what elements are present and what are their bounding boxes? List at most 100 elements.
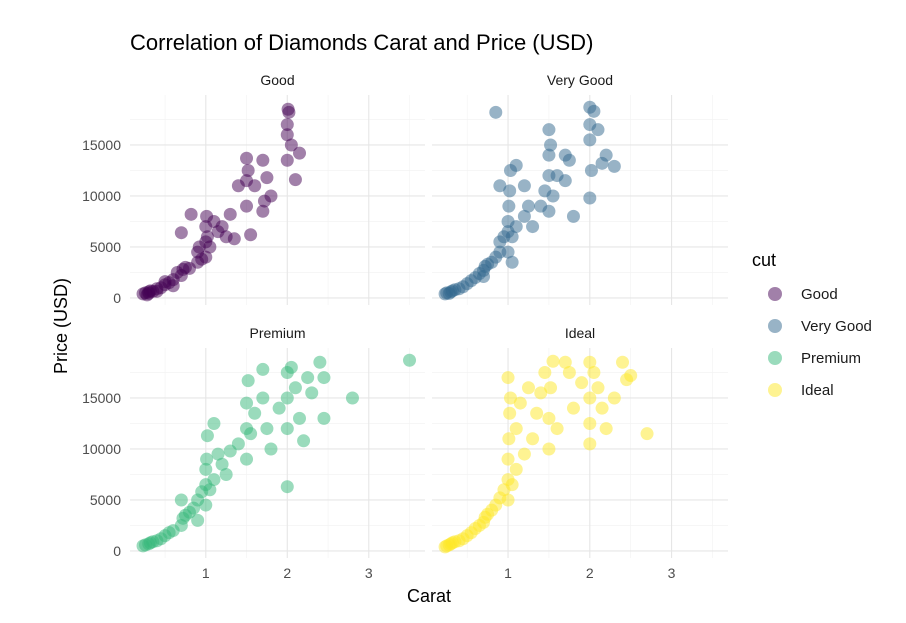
data-point [521, 199, 535, 213]
data-point [562, 153, 576, 167]
data-point [293, 411, 307, 425]
data-point [624, 369, 638, 383]
data-point [191, 513, 205, 527]
data-point [558, 174, 572, 188]
data-point [542, 148, 556, 162]
data-point [282, 105, 296, 119]
data-point [313, 355, 327, 369]
data-point [248, 406, 262, 420]
data-point [260, 422, 274, 436]
data-point [505, 230, 519, 244]
data-point [538, 365, 552, 379]
data-point [207, 473, 221, 487]
data-point [530, 406, 544, 420]
data-point [200, 230, 214, 244]
data-point [513, 396, 527, 410]
data-point [607, 159, 621, 173]
data-point [472, 518, 486, 532]
data-point [280, 480, 294, 494]
data-point [207, 416, 221, 430]
y-axis-title: Price (USD) [51, 278, 71, 374]
data-point [575, 376, 589, 390]
data-point [502, 432, 516, 446]
data-point [526, 220, 540, 234]
data-point [544, 138, 558, 152]
data-point [280, 391, 294, 405]
data-point [591, 123, 605, 137]
data-point [584, 163, 598, 177]
data-point [244, 427, 258, 441]
legend-key [768, 351, 782, 365]
data-point [293, 146, 307, 160]
data-point [174, 226, 188, 240]
data-point [240, 396, 254, 410]
data-point [502, 199, 516, 213]
y-tick-label: 5000 [90, 239, 121, 255]
data-point [305, 386, 319, 400]
data-point [284, 360, 298, 374]
data-point [227, 232, 241, 246]
data-point [607, 391, 621, 405]
data-point [403, 353, 417, 367]
data-point [241, 163, 255, 177]
facet-strip-label: Very Good [547, 72, 613, 88]
data-point [583, 133, 597, 147]
data-point [517, 179, 531, 193]
data-point [150, 284, 164, 298]
data-point [489, 105, 503, 119]
data-point [562, 365, 576, 379]
data-point [509, 220, 523, 234]
data-point [542, 442, 556, 456]
data-point [587, 104, 601, 118]
data-point [280, 153, 294, 167]
data-point [517, 209, 531, 223]
data-point [244, 228, 258, 242]
data-point [503, 406, 517, 420]
x-tick-label: 2 [283, 565, 291, 581]
data-point [501, 371, 515, 385]
data-point [616, 355, 630, 369]
data-point [546, 189, 560, 203]
data-point [566, 209, 580, 223]
x-tick-label: 2 [586, 565, 594, 581]
data-point [219, 467, 233, 481]
legend-key [768, 287, 782, 301]
data-point [256, 153, 270, 167]
data-point [280, 128, 294, 142]
data-point [260, 171, 274, 185]
data-point [199, 462, 213, 476]
data-point [599, 148, 613, 162]
data-point [256, 204, 270, 218]
data-point [345, 391, 359, 405]
data-point [240, 452, 254, 466]
data-point [211, 447, 225, 461]
data-point [140, 288, 154, 302]
chart-title: Correlation of Diamonds Carat and Price … [130, 30, 593, 55]
data-point [200, 429, 214, 443]
data-point [583, 391, 597, 405]
data-point [509, 158, 523, 172]
data-point [583, 416, 597, 430]
data-point [501, 245, 515, 259]
y-tick-label: 15000 [82, 137, 121, 153]
data-point [241, 374, 255, 388]
data-point [505, 478, 519, 492]
data-point [280, 118, 294, 132]
data-point [477, 270, 491, 284]
facet-strip-label: Premium [249, 325, 305, 341]
data-point [521, 381, 535, 395]
y-tick-label: 15000 [82, 390, 121, 406]
y-tick-label: 10000 [82, 188, 121, 204]
data-point [240, 151, 254, 165]
legend-label: Good [801, 286, 838, 303]
data-point [503, 391, 517, 405]
data-point [591, 381, 605, 395]
data-point [199, 498, 213, 512]
data-point [184, 207, 198, 221]
data-point [583, 191, 597, 205]
data-point [526, 432, 540, 446]
data-point [595, 401, 609, 415]
y-tick-label: 0 [113, 543, 121, 559]
data-point [583, 437, 597, 451]
data-point [272, 401, 286, 415]
